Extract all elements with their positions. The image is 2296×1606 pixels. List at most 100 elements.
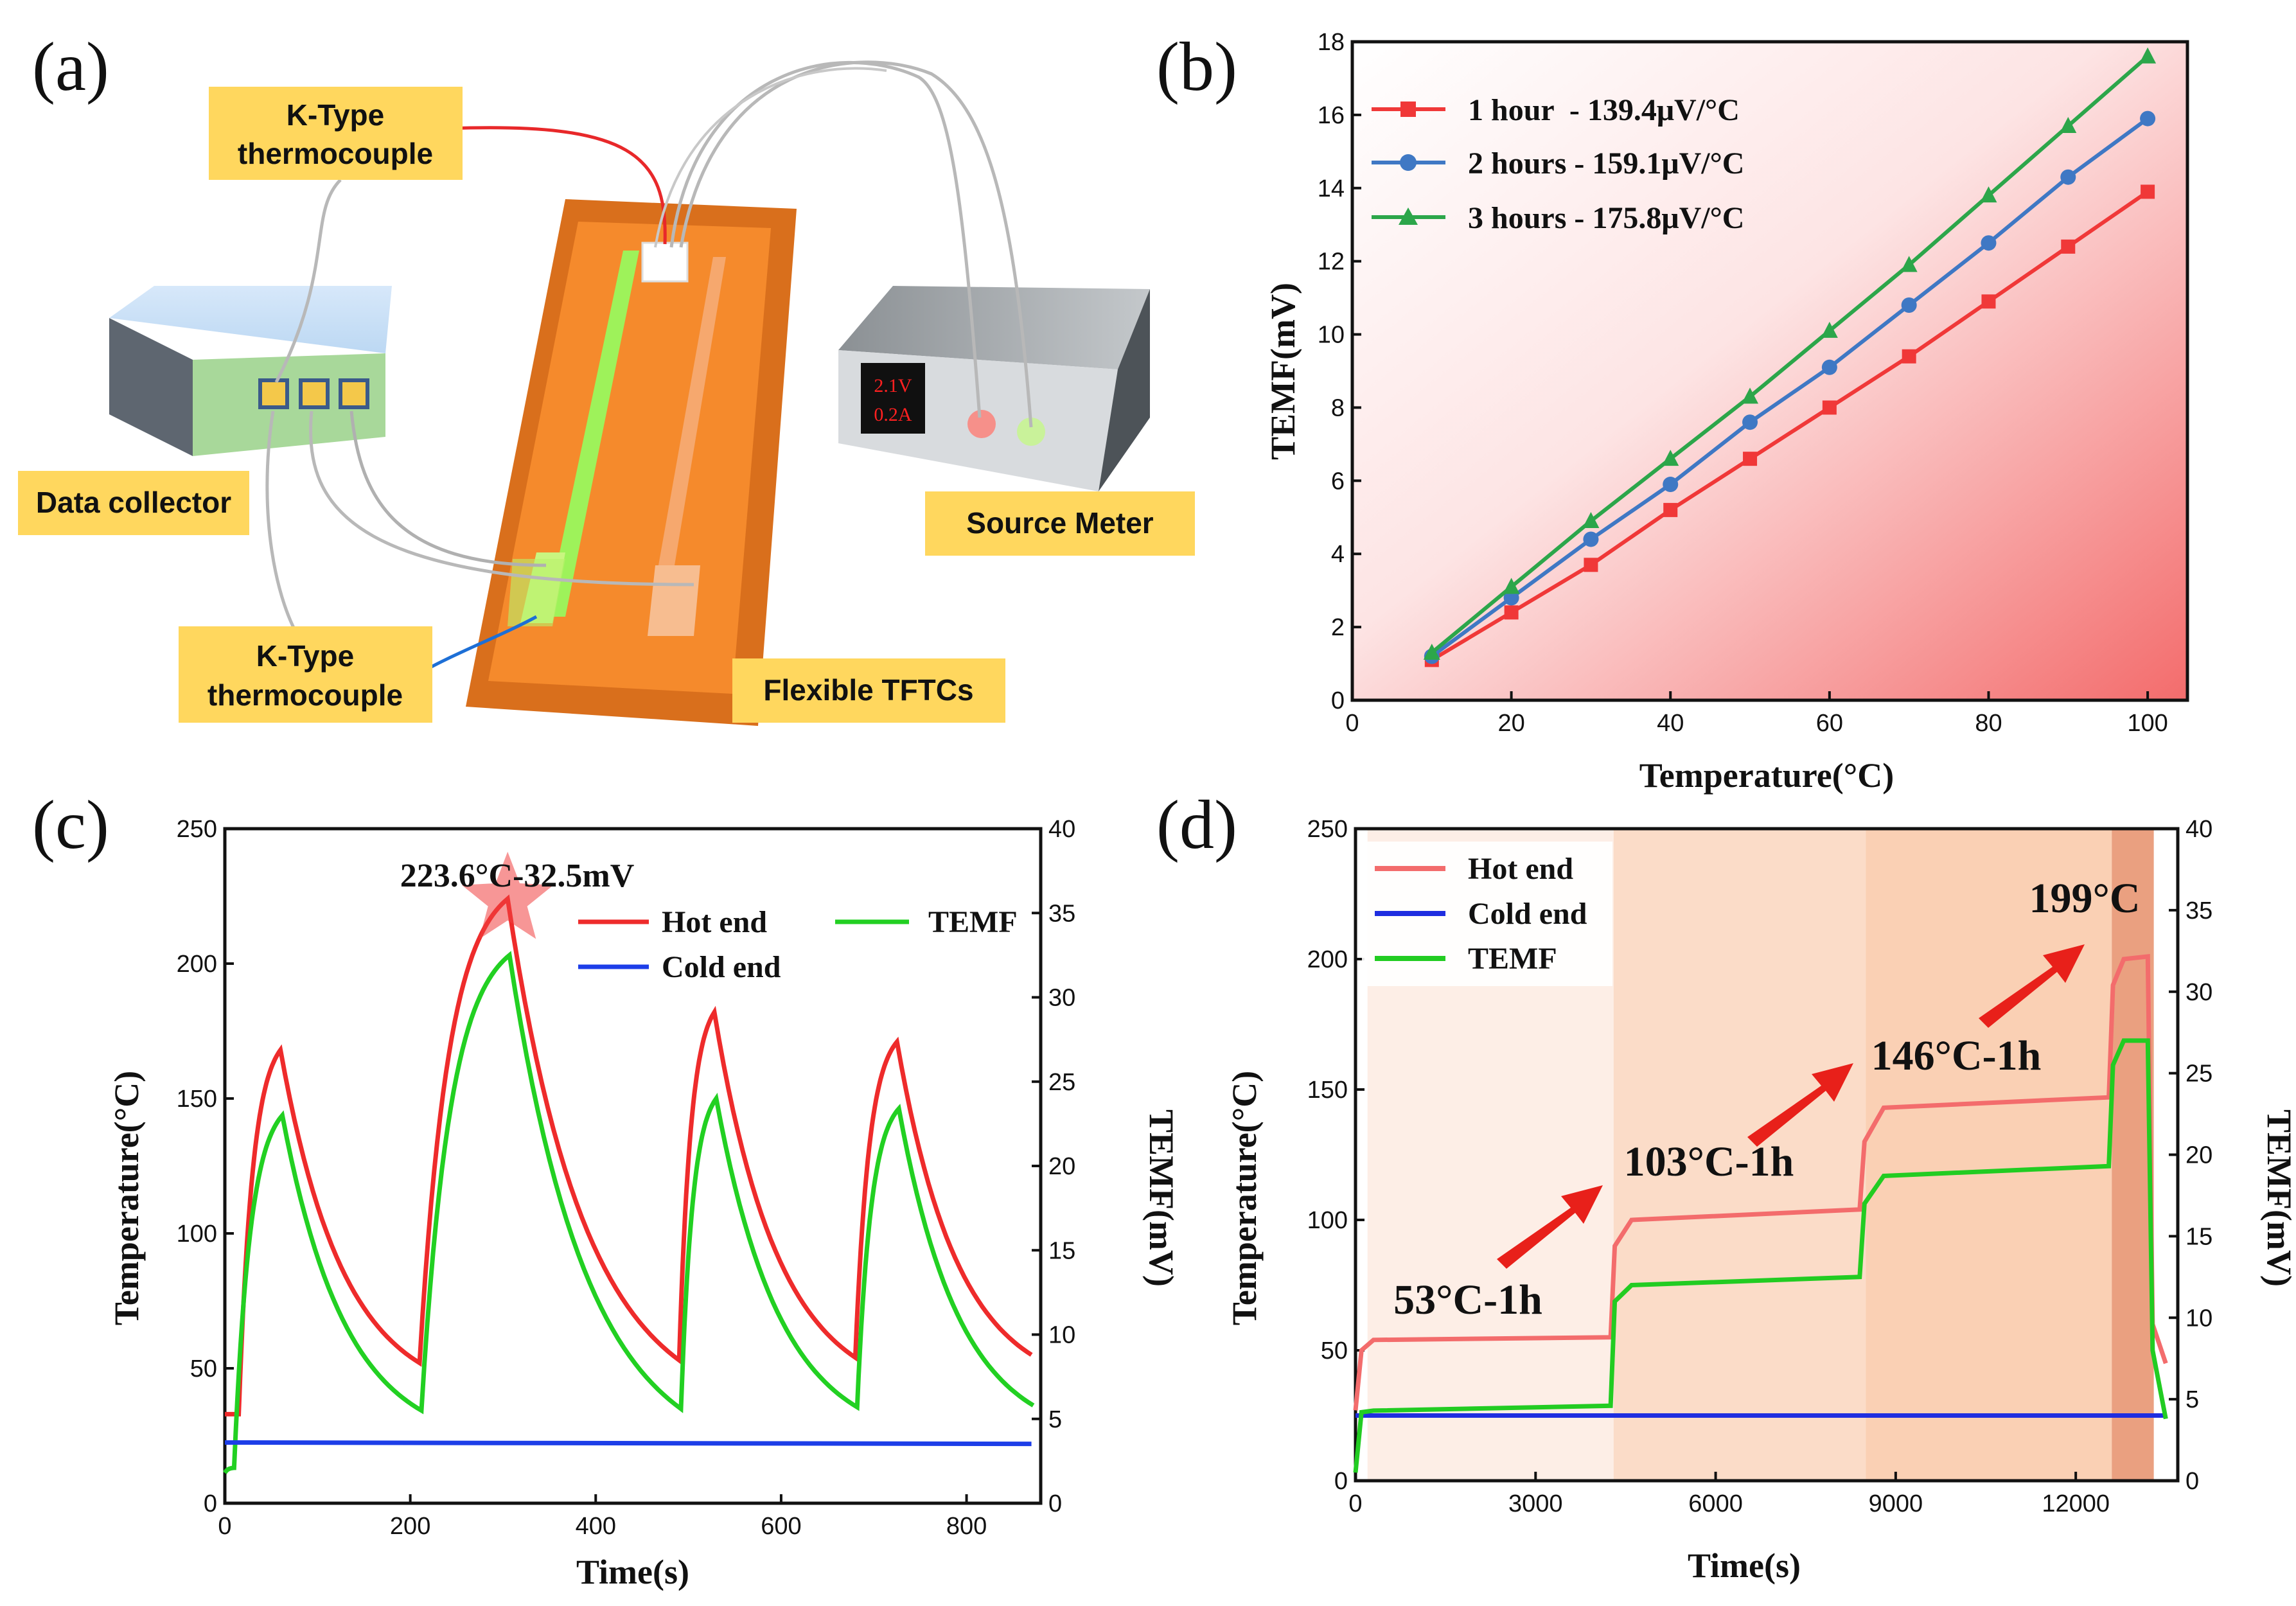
- panel-d-stage-band-4: [2112, 829, 2154, 1481]
- panel-b-xlabel: Temperature(°C): [1639, 756, 1894, 795]
- panel-c-series-temf: [223, 951, 1035, 1474]
- panel-b-ylabel: TEMF(mV): [1264, 283, 1302, 460]
- panel-b-xtick-label: 0: [1345, 710, 1359, 737]
- panel-b-legend-series-3: 3 hours - 175.8μV/°C: [1468, 201, 1744, 235]
- panel-d-ytick-label: 0: [1334, 1468, 1348, 1495]
- panel-d-xtick-label: 0: [1348, 1490, 1362, 1517]
- panel-b-series-3-point: [1742, 387, 1759, 404]
- wires: [265, 60, 1033, 676]
- callout-data-collector: Data collector: [18, 471, 249, 535]
- panel-c-ytick-right-label: 35: [1048, 900, 1075, 927]
- panel-d-xtick-label: 12000: [2042, 1490, 2110, 1517]
- panel-d-annotation-4: 199°C: [2029, 875, 2140, 922]
- panel-d-ytick-label: 150: [1307, 1077, 1348, 1104]
- callout-source-meter: Source Meter: [925, 491, 1195, 556]
- panel-b-series-3-point: [2139, 47, 2157, 64]
- panel-b-series-1-line: [1431, 190, 2149, 662]
- panel-b-series-2-point: [1663, 477, 1679, 493]
- panel-d-legend: Hot end Cold end TEMF: [1362, 842, 1612, 986]
- panel-c-xtick-label: 800: [946, 1513, 987, 1540]
- flexible-tftc-substrate: [466, 199, 797, 726]
- panel-b-xtick-label: 100: [2127, 710, 2168, 737]
- panel-c-ytick-label: 100: [177, 1221, 217, 1248]
- panel-d-stage-band-2: [1613, 829, 1866, 1481]
- panel-d-ytick-right-label: 0: [2186, 1468, 2199, 1495]
- panel-d-ytick-right-label: 30: [2186, 979, 2212, 1006]
- panel-d-ytick-right-label: 10: [2186, 1305, 2212, 1332]
- panel-b-series-2-point: [2060, 169, 2076, 185]
- panel-b-ytick-label: 6: [1331, 468, 1345, 495]
- panel-b-ytick-label: 4: [1331, 541, 1345, 568]
- panel-b-series-3-line: [1430, 55, 2150, 655]
- panel-b-series-1-point: [1584, 558, 1598, 572]
- panel-c-ytick-right-label: 0: [1048, 1490, 1062, 1517]
- panel-c-ytick-right-label: 20: [1048, 1153, 1075, 1180]
- panel-d-ytick-right-label: 15: [2186, 1223, 2212, 1250]
- meter-display-current: 0.2A: [874, 404, 912, 425]
- panel-b-ytick-label: 14: [1318, 175, 1345, 202]
- panel-b-series-3-point: [1662, 450, 1679, 466]
- panel-b-series-3-point: [2060, 116, 2077, 133]
- callout-thermocouple-top-line1: K-Type: [287, 98, 385, 132]
- panel-d-xtick-label: 9000: [1869, 1490, 1923, 1517]
- callout-thermocouple-top-line2: thermocouple: [238, 137, 433, 170]
- panel-d-ytick-label: 50: [1321, 1337, 1348, 1364]
- panel-b-legend: 1 hour - 139.4μV/°C 2 hours - 159.1μV/°C…: [1372, 93, 1744, 235]
- callout-flexible-tftcs: Flexible TFTCs: [732, 658, 1005, 723]
- panel-b-series-2-point: [1503, 590, 1519, 606]
- panel-b-plot-frame: [1350, 40, 2189, 702]
- callout-thermocouple-bottom-line2: thermocouple: [208, 678, 403, 712]
- panel-d-xtick-label: 3000: [1508, 1490, 1563, 1517]
- panel-b-xtick-label: 60: [1816, 710, 1843, 737]
- panel-c-peak-star-icon: [461, 851, 554, 939]
- panel-d-ytick-right-label: 25: [2186, 1061, 2212, 1088]
- panel-b-series-1-point: [1822, 400, 1837, 415]
- panel-b-series-3-point: [1821, 321, 1838, 338]
- panel-c-ytick-right-label: 30: [1048, 985, 1075, 1012]
- panel-b-series-1-point: [1663, 502, 1678, 517]
- panel-b-xtick-label: 40: [1657, 710, 1684, 737]
- panel-d-annotation-2: 103°C-1h: [1624, 1138, 1794, 1185]
- panel-b-xtick-label: 20: [1497, 710, 1524, 737]
- panel-d-legend-temf: TEMF: [1468, 942, 1557, 976]
- panel-d-ytick-label: 100: [1307, 1207, 1348, 1234]
- panel-c-legend-hot-end: Hot end: [662, 905, 767, 939]
- panel-d-annotation-1: 53°C-1h: [1393, 1276, 1542, 1323]
- panel-letter-b: (b): [1156, 29, 1237, 105]
- panel-c-xtick-label: 400: [576, 1513, 616, 1540]
- panel-c-ytick-label: 0: [204, 1490, 217, 1517]
- panel-b-series-3-point: [1980, 186, 1997, 203]
- panel-b-ytick-label: 2: [1331, 614, 1345, 641]
- panel-d-ytick-right-label: 5: [2186, 1386, 2199, 1413]
- panel-c-ylabel-right: TEMF(mV): [1142, 1109, 1181, 1287]
- panel-c-xlabel: Time(s): [576, 1553, 689, 1591]
- callout-thermocouple-top: K-Type thermocouple: [209, 87, 463, 180]
- panel-b-ytick-label: 10: [1318, 322, 1345, 349]
- panel-c-ytick-right-label: 40: [1048, 816, 1075, 843]
- panel-letter-d: (d): [1156, 787, 1237, 863]
- panel-b-series-3-point: [1423, 643, 1440, 660]
- panel-b-series-3-point: [1503, 578, 1520, 594]
- data-collector-device: [109, 286, 392, 456]
- meter-display-voltage: 2.1V: [874, 375, 912, 396]
- panel-b-series-2-point: [1821, 359, 1837, 375]
- panel-c-ytick-label: 50: [190, 1355, 217, 1382]
- panel-d-series-temf: [1353, 1038, 2168, 1473]
- panel-b-series-3-point: [1900, 256, 1918, 272]
- panel-b-ytick-label: 0: [1331, 687, 1345, 714]
- panel-b-series-1-point: [2061, 239, 2076, 254]
- panel-c-plot-frame: [223, 827, 1043, 1505]
- panel-b-series-2-point: [1901, 297, 1917, 313]
- panel-d-ytick-right-label: 20: [2186, 1142, 2212, 1169]
- panel-d-xlabel: Time(s): [1688, 1546, 1801, 1585]
- panel-c-ytick-right-label: 5: [1048, 1406, 1062, 1433]
- panel-d-xtick-label: 6000: [1688, 1490, 1743, 1517]
- panel-c-ytick-label: 250: [177, 816, 217, 843]
- panel-b-series-2-line: [1431, 117, 2149, 658]
- callout-source-meter-text: Source Meter: [966, 506, 1154, 540]
- panel-d-legend-cold-end: Cold end: [1468, 897, 1587, 931]
- panel-c-ytick-label: 200: [177, 951, 217, 978]
- panel-c-ytick-right-label: 15: [1048, 1237, 1075, 1264]
- panel-c-xtick-label: 200: [390, 1513, 430, 1540]
